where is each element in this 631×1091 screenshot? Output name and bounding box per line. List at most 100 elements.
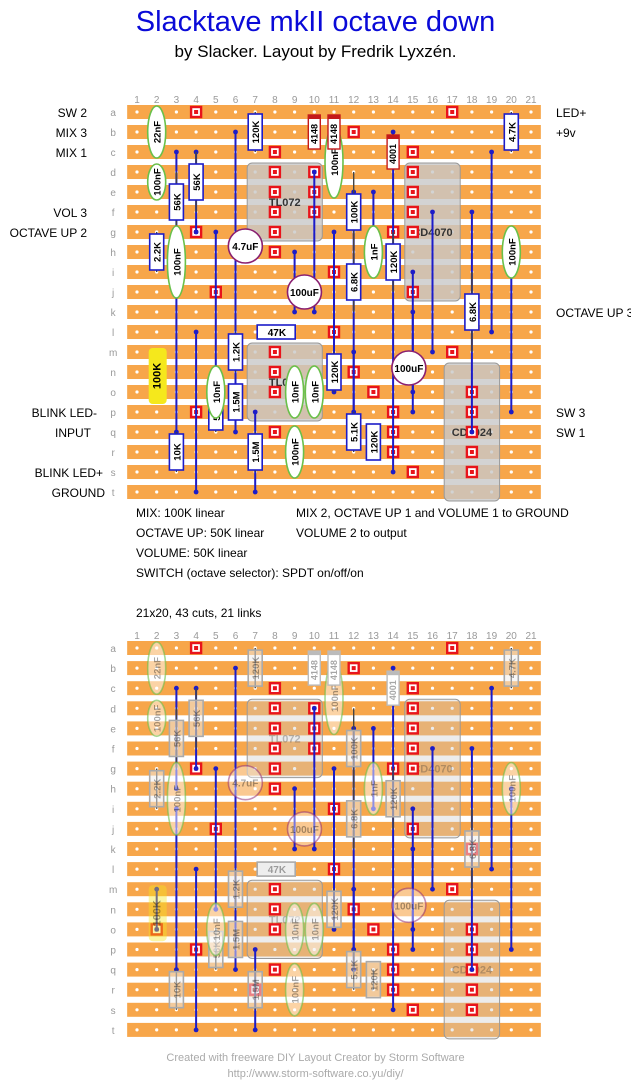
- strip-hole: [233, 450, 238, 454]
- link-end: [193, 329, 199, 335]
- resistor-body: [503, 113, 520, 151]
- strip-hole: [194, 130, 198, 134]
- strip-hole: [450, 807, 454, 811]
- strip-hole: [253, 807, 257, 811]
- strip-hole: [430, 706, 435, 710]
- label-mix1: MIX 1: [55, 146, 87, 160]
- strip-hole: [214, 706, 218, 710]
- track-cut-dot: [272, 706, 277, 711]
- strip-hole: [135, 450, 139, 454]
- strip-hole: [312, 1008, 316, 1012]
- track-cut-dot: [272, 746, 277, 751]
- resistor-value: 47K: [268, 865, 287, 876]
- track-cut-dot: [272, 927, 277, 932]
- link-end: [489, 685, 494, 691]
- strip-hole: [194, 827, 198, 831]
- strip-hole: [529, 230, 533, 234]
- column-number: 12: [348, 631, 360, 642]
- link-end: [508, 947, 514, 952]
- diode-label: 4148: [329, 124, 339, 144]
- strip-hole: [155, 410, 159, 414]
- label-sw3: SW 3: [556, 406, 586, 420]
- strip-hole: [450, 767, 454, 771]
- capacitor-value: 100nF: [507, 238, 518, 266]
- link-end: [390, 1007, 396, 1013]
- track-cut-dot: [469, 450, 474, 454]
- resistor-value: 120K: [251, 657, 262, 680]
- strip-hole: [194, 270, 198, 274]
- strip-hole: [233, 1028, 238, 1032]
- resistor-body: [365, 960, 382, 999]
- resistor-value: 4.7K: [507, 658, 518, 678]
- track-cut-dot: [351, 130, 356, 134]
- track-cut-dot: [272, 370, 277, 374]
- column-number: 8: [272, 631, 278, 642]
- strip-hole: [509, 210, 513, 214]
- strip-hole: [293, 150, 297, 154]
- strip-hole: [312, 150, 316, 154]
- strip-hole: [293, 726, 297, 731]
- resistor-body: [188, 699, 204, 738]
- diode-label: 4148: [309, 124, 319, 144]
- row-letter: p: [110, 946, 116, 957]
- strip-hole: [135, 170, 139, 174]
- ceramic-capacitor: [363, 761, 384, 816]
- strip-hole: [293, 706, 297, 710]
- strip-hole: [332, 1028, 336, 1032]
- strip-hole: [155, 867, 159, 871]
- label-blink-led-minus: BLINK LED-: [31, 406, 97, 420]
- strip-hole: [529, 927, 533, 932]
- strip-hole: [490, 887, 494, 891]
- resistor-value: 10K: [172, 981, 183, 999]
- strip-hole: [430, 110, 435, 114]
- electrolytic-capacitor: [286, 811, 323, 847]
- row-letter: k: [111, 308, 117, 319]
- track-cut-dot: [194, 110, 199, 114]
- strip-hole: [293, 110, 297, 114]
- strip-hole: [509, 470, 513, 474]
- capacitor-value: 10nF: [212, 381, 223, 403]
- link-end: [508, 409, 514, 415]
- strip-hole: [155, 807, 159, 811]
- resistor-value: 120K: [369, 968, 380, 991]
- track-cut-dot: [272, 786, 277, 791]
- strip-hole: [529, 867, 533, 871]
- track-cut-dot: [469, 1007, 474, 1012]
- strip-hole: [470, 110, 474, 114]
- strip-hole: [135, 666, 139, 670]
- capacitor-value: 100nF: [172, 785, 183, 813]
- strip-hole: [332, 968, 336, 972]
- track-cut-dot: [272, 887, 277, 892]
- track-cut-dot: [272, 170, 277, 174]
- strip-hole: [430, 907, 435, 911]
- strip-hole: [529, 827, 533, 831]
- strip-hole: [155, 290, 159, 294]
- resistor-value: 56K: [172, 193, 183, 211]
- strip-hole: [155, 746, 159, 751]
- strip-hole: [312, 887, 316, 891]
- strip-hole: [135, 370, 139, 374]
- row-letter: e: [110, 724, 116, 735]
- strip-hole: [214, 450, 218, 454]
- strip-hole: [214, 1028, 218, 1032]
- strip-hole: [293, 686, 297, 690]
- track-cut-dot: [272, 907, 277, 912]
- strip-hole: [430, 947, 435, 952]
- resistor-value: 6.8K: [468, 302, 479, 322]
- link-end: [430, 746, 435, 751]
- strip-hole: [371, 470, 375, 474]
- strip-hole: [352, 470, 356, 474]
- row-letter: l: [112, 865, 114, 876]
- column-number: 8: [272, 95, 278, 106]
- strip-hole: [135, 807, 139, 811]
- column-number: 13: [368, 95, 380, 106]
- board-stats: 21x20, 43 cuts, 21 links: [136, 606, 262, 620]
- label-led-plus: LED+: [556, 106, 587, 120]
- row-letter: g: [110, 228, 116, 239]
- strip-hole: [450, 947, 454, 952]
- track-cut-dot: [272, 350, 277, 354]
- column-number: 16: [427, 95, 439, 106]
- strip-hole: [509, 746, 513, 751]
- resistor-body: [345, 729, 362, 768]
- resistor-value: 6.8K: [350, 272, 361, 292]
